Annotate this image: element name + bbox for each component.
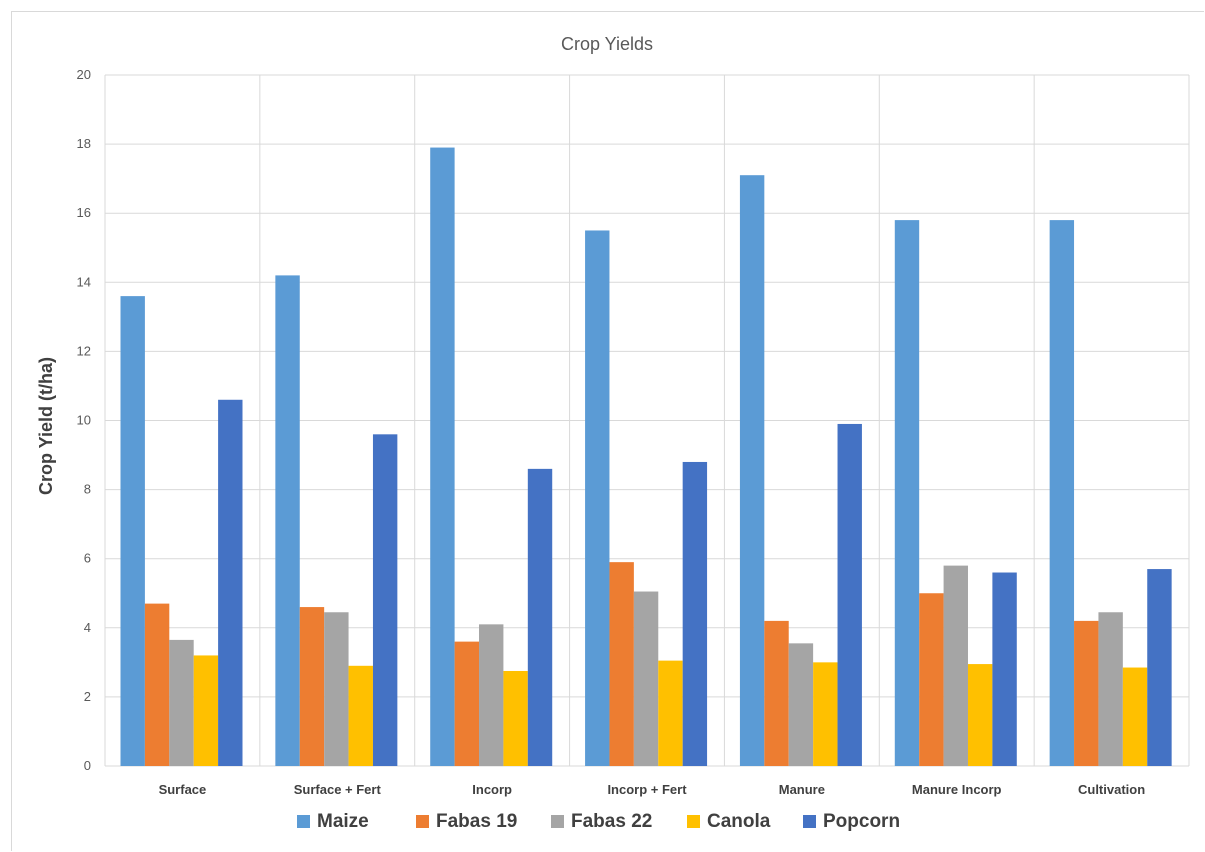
- x-category-label: Surface: [159, 782, 207, 797]
- bar-popcorn: [1147, 569, 1172, 766]
- bar-popcorn: [992, 572, 1017, 766]
- y-axis-ticks: 0 2 4 6 8 10 12 14 16 18 20: [77, 67, 91, 773]
- bar-canola: [1122, 667, 1148, 766]
- y-tick-label: 10: [77, 413, 91, 428]
- legend-label: Canola: [707, 811, 771, 832]
- x-category-label: Manure Incorp: [912, 782, 1002, 797]
- crop-yields-chart: Crop Yields Crop Yield (t/ha) 0 2 4 6 8 10 12 1…: [36, 34, 1190, 832]
- y-axis-label: Crop Yield (t/ha): [36, 357, 56, 495]
- x-category-label: Manure: [779, 782, 825, 797]
- chart-title: Crop Yields: [561, 34, 653, 54]
- legend-swatch-fabas-19: [416, 815, 429, 828]
- y-tick-label: 6: [84, 551, 91, 566]
- bar-maize: [430, 147, 455, 766]
- bar-fabas-19: [1074, 620, 1099, 766]
- bar-maize: [120, 296, 145, 766]
- x-category-label: Incorp + Fert: [607, 782, 687, 797]
- bar-fabas-22: [324, 612, 349, 766]
- y-tick-label: 12: [77, 343, 91, 358]
- bar-fabas-22: [1098, 612, 1123, 766]
- y-tick-label: 8: [84, 482, 91, 497]
- legend-label: Fabas 22: [571, 811, 652, 832]
- x-axis-categories: Surface Surface + Fert Incorp Incorp + Fert…: [159, 782, 1146, 797]
- bar-maize: [894, 220, 920, 767]
- bar-fabas-22: [479, 624, 504, 766]
- y-tick-label: 2: [84, 689, 91, 704]
- bar-fabas-19: [299, 607, 325, 766]
- legend-swatch-maize: [297, 815, 310, 828]
- x-category-label: Cultivation: [1078, 782, 1145, 797]
- bar-popcorn: [682, 461, 708, 766]
- legend-label: Fabas 19: [436, 811, 517, 832]
- bar-popcorn: [372, 434, 398, 766]
- bar-canola: [193, 655, 219, 766]
- y-tick-label: 4: [84, 620, 91, 635]
- bar-fabas-22: [633, 591, 659, 766]
- bar-popcorn: [837, 423, 862, 766]
- bar-fabas-19: [919, 593, 944, 766]
- bar-fabas-22: [788, 643, 814, 766]
- y-tick-label: 18: [77, 136, 91, 151]
- bar-canola: [967, 664, 993, 766]
- bar-canola: [348, 665, 373, 766]
- legend-label: Maize: [317, 811, 369, 832]
- bar-canola: [658, 660, 683, 766]
- bar-fabas-19: [609, 562, 634, 766]
- bar-fabas-22: [943, 565, 968, 766]
- legend: Maize Fabas 19 Fabas 22 Canola Popcorn: [297, 811, 900, 832]
- bar-fabas-19: [454, 641, 480, 766]
- x-category-label: Incorp: [472, 782, 512, 797]
- bar-popcorn: [527, 468, 553, 766]
- legend-swatch-fabas-22: [551, 815, 564, 828]
- bar-maize: [1049, 220, 1075, 767]
- bar-fabas-19: [764, 620, 789, 766]
- legend-swatch-popcorn: [803, 815, 816, 828]
- bar-maize: [275, 275, 300, 766]
- y-tick-label: 14: [77, 274, 91, 289]
- bar-maize: [739, 175, 765, 766]
- bar-canola: [813, 662, 838, 766]
- chart-frame: Crop Yields Crop Yield (t/ha) 0 2 4 6 8 10 12 1…: [11, 11, 1204, 851]
- bar-maize: [585, 230, 610, 767]
- y-tick-label: 20: [77, 67, 91, 82]
- bar-fabas-22: [169, 639, 194, 766]
- legend-swatch-canola: [687, 815, 700, 828]
- bar-canola: [503, 670, 528, 766]
- y-tick-label: 16: [77, 205, 91, 220]
- bars: [120, 147, 1172, 767]
- bar-fabas-19: [144, 603, 170, 766]
- y-tick-label: 0: [84, 758, 91, 773]
- legend-label: Popcorn: [823, 811, 900, 832]
- bar-popcorn: [218, 399, 243, 766]
- x-category-label: Surface + Fert: [294, 782, 382, 797]
